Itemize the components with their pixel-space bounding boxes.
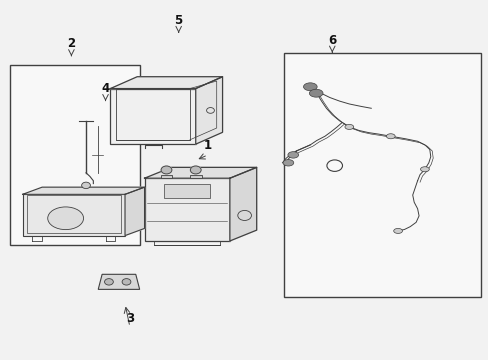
Ellipse shape <box>309 89 323 97</box>
Circle shape <box>122 279 131 285</box>
Bar <box>283 53 480 297</box>
Ellipse shape <box>287 152 298 158</box>
Bar <box>10 65 140 244</box>
Polygon shape <box>125 187 144 235</box>
Polygon shape <box>98 274 140 289</box>
Bar <box>22 194 125 235</box>
Bar <box>26 195 121 233</box>
Polygon shape <box>195 77 222 144</box>
Text: 3: 3 <box>125 311 134 325</box>
Circle shape <box>104 279 113 285</box>
Ellipse shape <box>283 159 293 166</box>
Text: 6: 6 <box>327 33 336 47</box>
Bar <box>110 89 195 144</box>
Polygon shape <box>229 167 256 241</box>
Circle shape <box>81 182 90 189</box>
Bar <box>116 89 189 140</box>
Bar <box>163 184 210 198</box>
Text: 2: 2 <box>67 37 75 50</box>
Polygon shape <box>144 167 256 178</box>
Bar <box>160 175 172 178</box>
Bar <box>189 175 201 178</box>
Text: 4: 4 <box>101 82 109 95</box>
Polygon shape <box>110 77 222 89</box>
Ellipse shape <box>344 125 353 130</box>
Text: 5: 5 <box>174 14 183 27</box>
Ellipse shape <box>386 134 394 139</box>
Ellipse shape <box>393 228 402 233</box>
Bar <box>144 178 229 241</box>
Circle shape <box>161 166 171 174</box>
Text: 1: 1 <box>203 139 212 152</box>
Ellipse shape <box>420 167 428 172</box>
Circle shape <box>190 166 201 174</box>
Ellipse shape <box>303 83 317 91</box>
Ellipse shape <box>48 207 83 230</box>
Polygon shape <box>22 187 144 194</box>
